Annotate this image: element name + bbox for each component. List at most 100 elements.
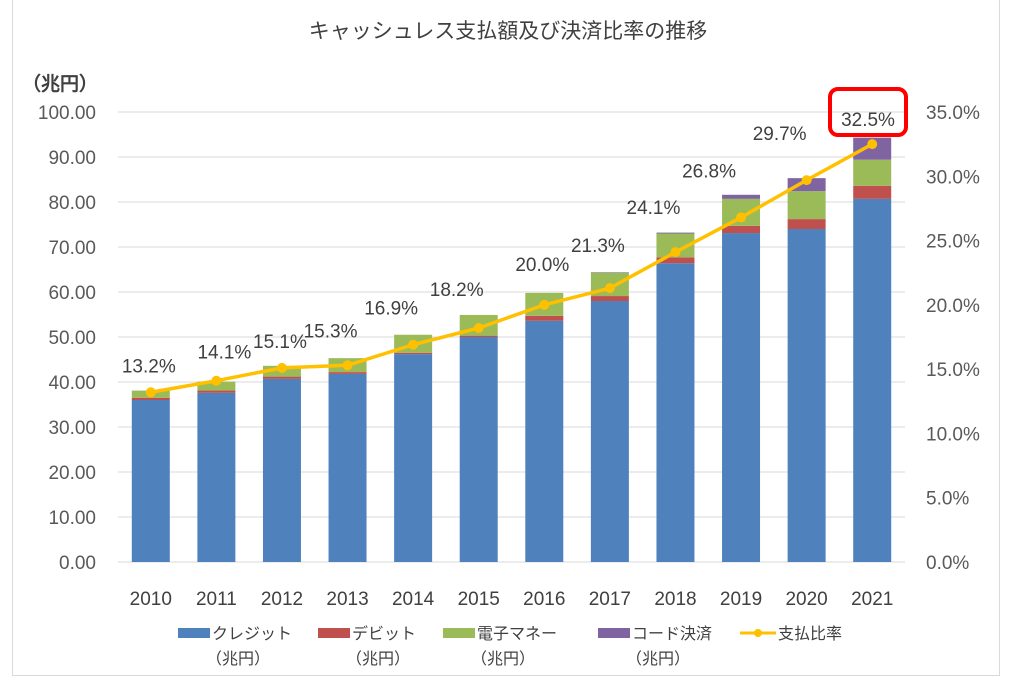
x-tick-label: 2020 — [785, 589, 827, 610]
bar-segment — [262, 376, 301, 379]
right-tick-label: 5.0% — [926, 489, 969, 510]
bar-segment — [525, 315, 564, 321]
data-labels: 13.2% 14.1%15.1%15.3% 16.9% 18.2% 20.0%21.3%… — [122, 87, 908, 377]
highlight-box — [828, 87, 908, 137]
bar-segment — [197, 381, 236, 391]
right-tick-label: 0.0% — [926, 553, 969, 574]
ratio-point — [867, 139, 878, 150]
x-tick-label: 2016 — [523, 589, 565, 610]
bar-segment — [394, 354, 433, 562]
bar-segment — [328, 372, 367, 374]
ratio-point — [539, 299, 550, 310]
legend-label: 支払比率 — [778, 624, 842, 643]
x-axis: 2010 2011 2012 2013 2014 2015 2016 2017 2018 2019… — [130, 589, 894, 610]
bar-segment — [787, 191, 826, 220]
ratio-point — [736, 212, 747, 223]
bar-segment — [656, 263, 695, 562]
bar-segment — [197, 392, 236, 562]
legend-sublabel: （兆円） — [346, 649, 410, 668]
left-axis-unit-label: （兆円） — [22, 72, 98, 95]
bar-segment — [787, 219, 826, 229]
left-tick-label: 10.00 — [48, 508, 96, 529]
bar-segment — [328, 373, 367, 562]
legend-swatch-marker — [754, 629, 762, 637]
bar-segment — [656, 232, 695, 234]
left-tick-label: 20.00 — [48, 463, 96, 484]
x-tick-label: 2017 — [589, 589, 631, 610]
ratio-point — [604, 283, 615, 294]
x-tick-label: 2013 — [326, 589, 368, 610]
ratio-data-label: 20.0% — [515, 255, 569, 276]
x-tick-label: 2015 — [458, 589, 500, 610]
left-tick-label: 100.00 — [38, 103, 96, 124]
bar-segment — [590, 296, 629, 301]
x-tick-label: 2021 — [851, 589, 893, 610]
right-tick-label: 35.0% — [926, 103, 980, 124]
legend-swatch — [598, 628, 630, 638]
ratio-point — [276, 362, 287, 373]
bar-segment — [525, 320, 564, 562]
right-tick-label: 25.0% — [926, 232, 980, 253]
left-axis: 0.00 10.00 20.00 30.00 40.00 50.00 60.00 70.00 8… — [38, 103, 96, 574]
left-tick-label: 80.00 — [48, 193, 96, 214]
right-axis: 0.0% 5.0% 10.0% 15.0% 20.0% 25.0% 30.0% 35.0% — [926, 103, 980, 574]
legend-label: コード決済 — [632, 624, 712, 643]
ratio-data-label: 18.2% — [430, 280, 484, 301]
legend-label: デビット — [352, 624, 416, 643]
legend-label: 電子マネー — [477, 624, 557, 643]
bar-segment — [853, 198, 892, 562]
ratio-data-label: 29.7% — [753, 124, 807, 145]
ratio-point — [211, 375, 222, 386]
bar-segment — [197, 390, 236, 393]
bar-segment — [787, 229, 826, 562]
bar-segment — [459, 335, 498, 337]
left-tick-label: 0.00 — [59, 553, 96, 574]
chart-frame — [12, 0, 1000, 676]
ratio-point — [145, 387, 156, 398]
bar-segment — [853, 159, 892, 186]
x-tick-label: 2014 — [392, 589, 435, 610]
legend-label: クレジット — [212, 624, 292, 643]
bar-segment — [722, 233, 761, 563]
bar-segment — [459, 337, 498, 562]
right-tick-label: 20.0% — [926, 296, 980, 317]
ratio-point — [670, 247, 681, 258]
x-tick-label: 2010 — [130, 589, 172, 610]
left-tick-label: 30.00 — [48, 418, 96, 439]
left-tick-label: 40.00 — [48, 373, 96, 394]
bar-segment — [656, 233, 695, 258]
ratio-data-label: 15.1% — [253, 332, 307, 353]
bar-segment — [722, 225, 761, 234]
x-tick-label: 2012 — [261, 589, 303, 610]
left-tick-label: 90.00 — [48, 148, 96, 169]
x-tick-label: 2019 — [720, 589, 762, 610]
ratio-data-label: 21.3% — [571, 236, 625, 257]
legend-swatch — [318, 628, 350, 638]
left-tick-label: 50.00 — [48, 328, 96, 349]
ratio-data-label: 14.1% — [197, 343, 251, 364]
bar-segment — [394, 352, 433, 355]
legend-sublabel: （兆円） — [471, 649, 535, 668]
bar-segment — [853, 185, 892, 199]
right-tick-label: 10.0% — [926, 424, 980, 445]
legend-swatch — [443, 628, 475, 638]
gridlines — [118, 111, 905, 563]
ratio-data-label: 16.9% — [364, 299, 418, 320]
right-tick-label: 30.0% — [926, 167, 980, 188]
chart-title: キャッシュレス支払額及び決済比率の推移 — [309, 19, 708, 43]
bar-segment — [131, 400, 170, 562]
bar-segment — [656, 257, 695, 264]
bar-segment — [262, 378, 301, 562]
ratio-data-label: 26.8% — [682, 161, 736, 182]
legend-swatch — [178, 628, 210, 638]
ratio-point — [473, 323, 484, 333]
ratio-data-label: 15.3% — [304, 321, 358, 342]
bar-segment — [590, 301, 629, 562]
x-tick-label: 2011 — [196, 589, 237, 610]
legend: クレジット （兆円） デビット （兆円） 電子マネー （兆円） コード決済 （兆円） 支払比率 — [178, 624, 842, 668]
legend-sublabel: （兆円） — [206, 649, 270, 668]
right-tick-label: 15.0% — [926, 360, 980, 381]
ratio-data-label: 32.5% — [841, 110, 895, 131]
ratio-data-label: 13.2% — [122, 356, 176, 377]
